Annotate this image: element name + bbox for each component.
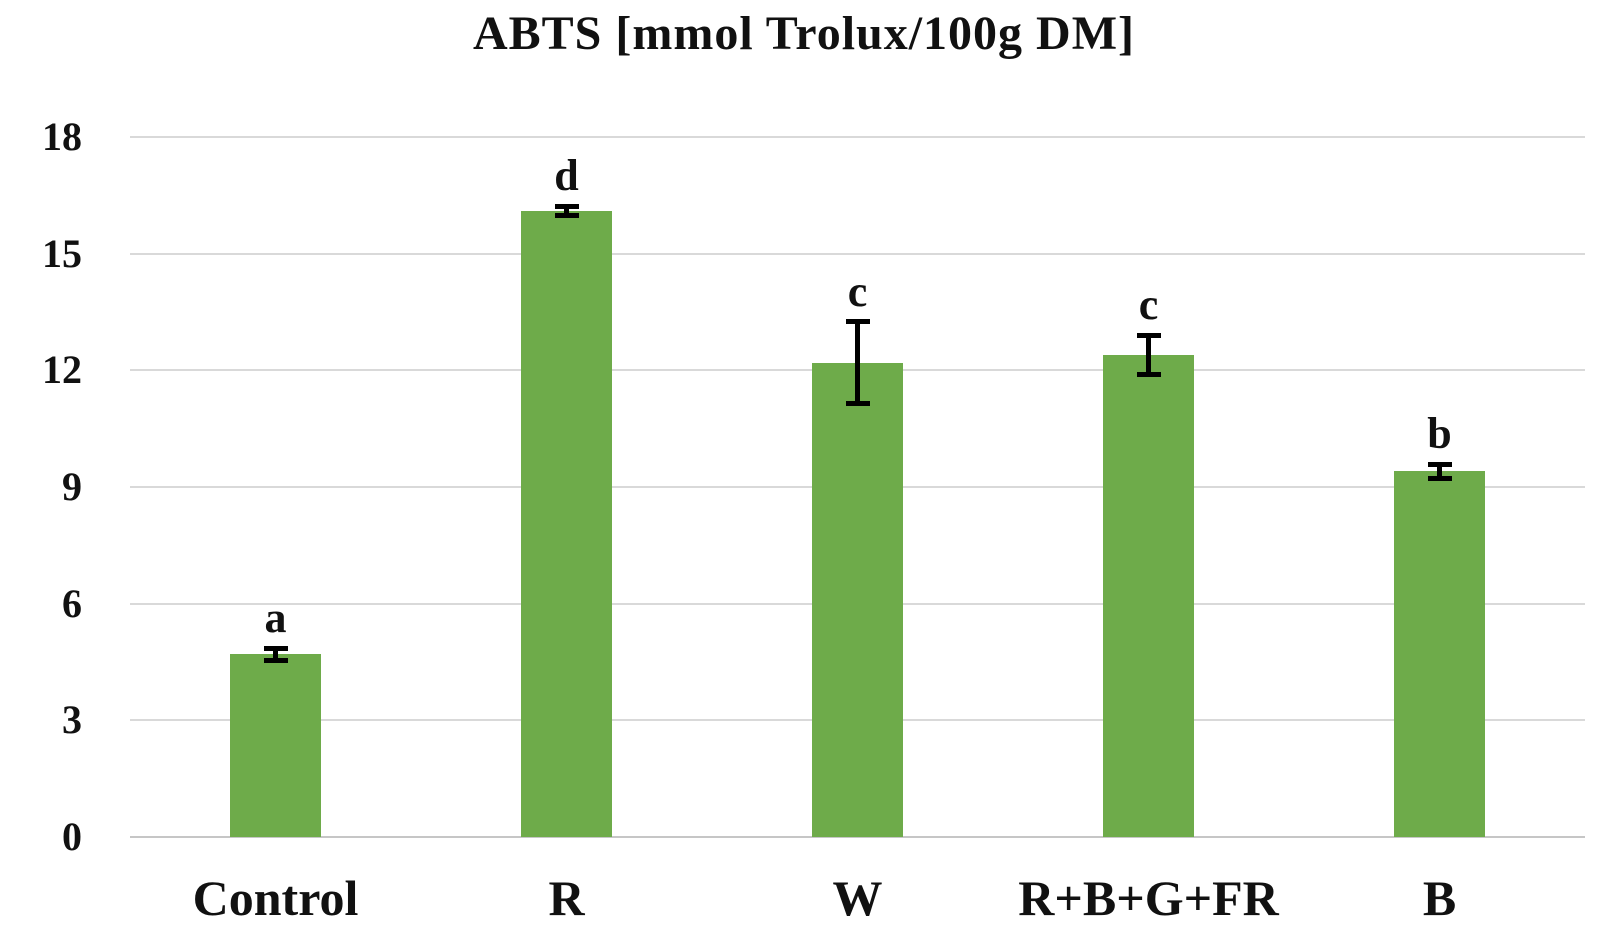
y-tick-label: 15 — [42, 230, 82, 276]
gridline — [130, 252, 1585, 255]
y-tick-label: 6 — [62, 580, 82, 626]
significance-letter: b — [1427, 409, 1452, 459]
error-bar-cap — [263, 657, 288, 663]
x-tick-label: Control — [192, 870, 359, 926]
error-bar-cap — [845, 400, 870, 406]
chart-title: ABTS [mmol Trolux/100g DM] — [472, 7, 1136, 60]
bar-w — [812, 362, 903, 837]
significance-letter: c — [847, 266, 868, 316]
significance-letter: a — [264, 593, 287, 643]
plot-area: a d c c b — [130, 136, 1585, 838]
y-axis: 0 3 6 9 12 15 18 — [0, 117, 82, 857]
y-tick-label: 9 — [62, 464, 82, 509]
error-bar-line — [855, 321, 860, 404]
x-tick-label: R — [548, 870, 585, 926]
y-tick-label: 18 — [42, 114, 82, 159]
x-axis-line — [130, 836, 1585, 838]
bar-b — [1394, 471, 1485, 837]
y-tick-label: 12 — [42, 347, 82, 393]
error-bar-cap — [845, 319, 870, 325]
y-tick-label: 3 — [62, 697, 82, 743]
x-tick-label: B — [1422, 870, 1457, 926]
x-axis: Control R W R+B+G+FR B — [130, 868, 1585, 938]
error-bar-cap — [1136, 371, 1161, 377]
error-bar-line — [564, 206, 569, 216]
error-bar-cap — [554, 213, 579, 219]
error-bar-cap — [1136, 332, 1161, 338]
significance-letter: c — [1138, 280, 1159, 330]
y-tick-label: 0 — [62, 814, 82, 859]
x-tick-label: R+B+G+FR — [1018, 870, 1279, 926]
bar-r — [521, 210, 612, 837]
x-tick-label: W — [832, 870, 883, 926]
error-bar-cap — [1427, 461, 1452, 467]
error-bar-cap — [1427, 475, 1452, 481]
significance-letter: d — [554, 151, 579, 201]
error-bar-line — [1437, 464, 1442, 479]
error-bar-cap — [554, 203, 579, 209]
error-bar-cap — [263, 645, 288, 651]
error-bar-line — [273, 648, 278, 661]
bar-control — [230, 654, 321, 837]
bar-r-b-g-fr — [1103, 354, 1194, 837]
error-bar-line — [1146, 335, 1151, 375]
gridline — [130, 136, 1585, 138]
